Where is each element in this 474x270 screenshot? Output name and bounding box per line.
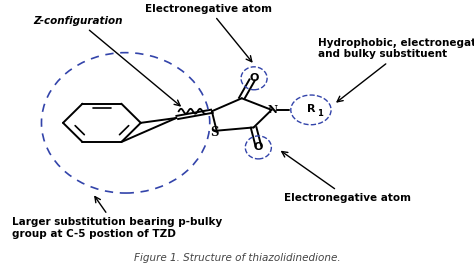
- Text: O: O: [254, 142, 263, 153]
- Text: Figure 1. Structure of thiazolidinedione.: Figure 1. Structure of thiazolidinedione…: [134, 253, 340, 263]
- Text: Electronegative atom: Electronegative atom: [282, 151, 411, 203]
- Text: N: N: [267, 104, 278, 115]
- Text: Z-configuration: Z-configuration: [33, 16, 180, 106]
- Text: 1: 1: [317, 109, 322, 119]
- Text: O: O: [249, 73, 259, 83]
- Text: Larger substitution bearing p-bulky
group at C-5 postion of TZD: Larger substitution bearing p-bulky grou…: [12, 197, 222, 239]
- Text: Electronegative atom: Electronegative atom: [145, 4, 272, 62]
- Text: S: S: [210, 126, 219, 139]
- Text: Hydrophobic, electronegative
and bulky substituent: Hydrophobic, electronegative and bulky s…: [318, 38, 474, 102]
- Text: R: R: [307, 103, 315, 114]
